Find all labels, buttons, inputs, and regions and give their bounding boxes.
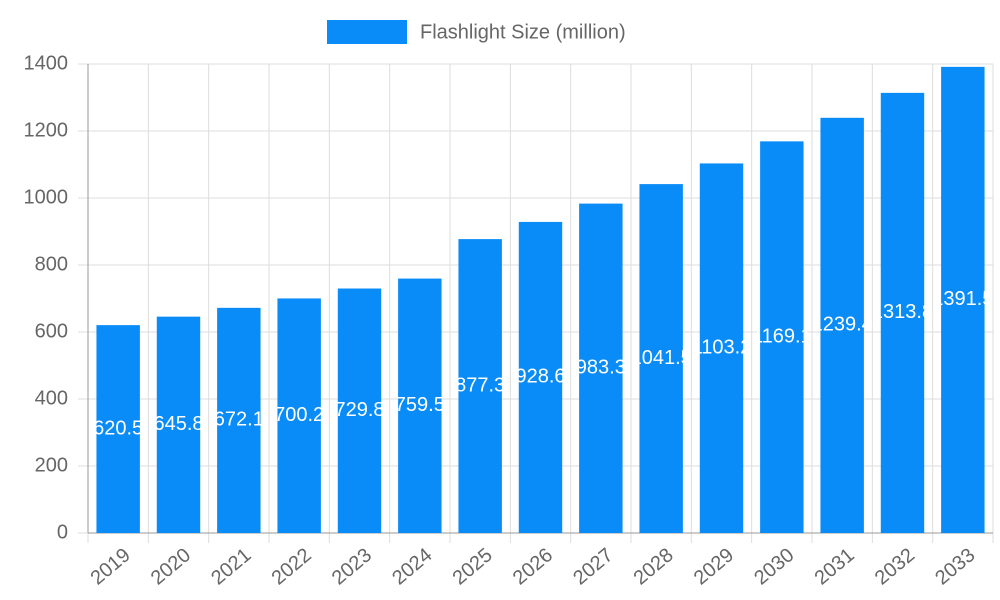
- bar: [941, 66, 985, 533]
- value-label: 1169.1: [752, 325, 812, 347]
- x-tick-label: 2030: [750, 544, 798, 589]
- bar: [277, 298, 321, 533]
- value-label: 1313.8: [872, 301, 933, 323]
- bar: [699, 163, 744, 534]
- value-label: 1239.4: [812, 314, 873, 336]
- y-tick-label: 800: [35, 253, 68, 275]
- y-tick-label: 1200: [24, 119, 69, 141]
- x-tick-label: 2022: [268, 544, 316, 589]
- bar: [96, 325, 140, 533]
- x-tick-label: 2031: [811, 544, 859, 589]
- x-tick-label: 2032: [871, 544, 919, 589]
- value-label: 1041.5: [631, 347, 692, 369]
- bar: [880, 92, 925, 533]
- bar: [579, 203, 623, 534]
- legend-label: Flashlight Size (million): [420, 21, 626, 43]
- y-tick-label: 0: [57, 521, 68, 543]
- x-tick-label: 2024: [388, 544, 436, 589]
- y-tick-label: 1000: [24, 186, 69, 208]
- value-label: 1391.5: [932, 288, 993, 310]
- bar: [156, 316, 201, 533]
- value-label: 759.5: [395, 394, 445, 416]
- bar: [398, 278, 442, 533]
- value-label: 672.1: [214, 409, 264, 431]
- x-tick-label: 2027: [569, 544, 617, 589]
- y-tick-label: 200: [35, 454, 68, 476]
- x-tick-label: 2029: [690, 544, 738, 589]
- value-label: 620.5: [93, 417, 143, 439]
- y-tick-label: 400: [35, 387, 68, 409]
- value-label: 928.6: [515, 366, 565, 388]
- x-tick-label: 2033: [931, 544, 979, 589]
- value-label: 1103.2: [692, 336, 752, 358]
- bar: [760, 141, 804, 533]
- value-label: 729.8: [334, 399, 384, 421]
- value-label: 877.3: [455, 374, 505, 396]
- value-label: 983.3: [576, 357, 626, 379]
- y-tick-label: 1400: [24, 52, 69, 74]
- x-tick-label: 2025: [449, 544, 497, 589]
- value-label: 700.2: [274, 404, 324, 426]
- x-tick-label: 2028: [630, 544, 678, 589]
- bar: [639, 184, 683, 533]
- bar: [217, 307, 261, 533]
- bar: [458, 239, 502, 534]
- value-label: 645.8: [153, 413, 203, 435]
- bar: [518, 221, 563, 533]
- x-tick-label: 2023: [328, 544, 376, 589]
- x-tick-label: 2020: [147, 544, 195, 589]
- x-tick-label: 2019: [87, 544, 135, 589]
- x-tick-label: 2026: [509, 544, 557, 589]
- x-tick-label: 2021: [207, 544, 255, 589]
- bar: [820, 117, 864, 534]
- legend-swatch: [327, 20, 407, 44]
- y-tick-label: 600: [35, 320, 68, 342]
- bar: [337, 288, 382, 533]
